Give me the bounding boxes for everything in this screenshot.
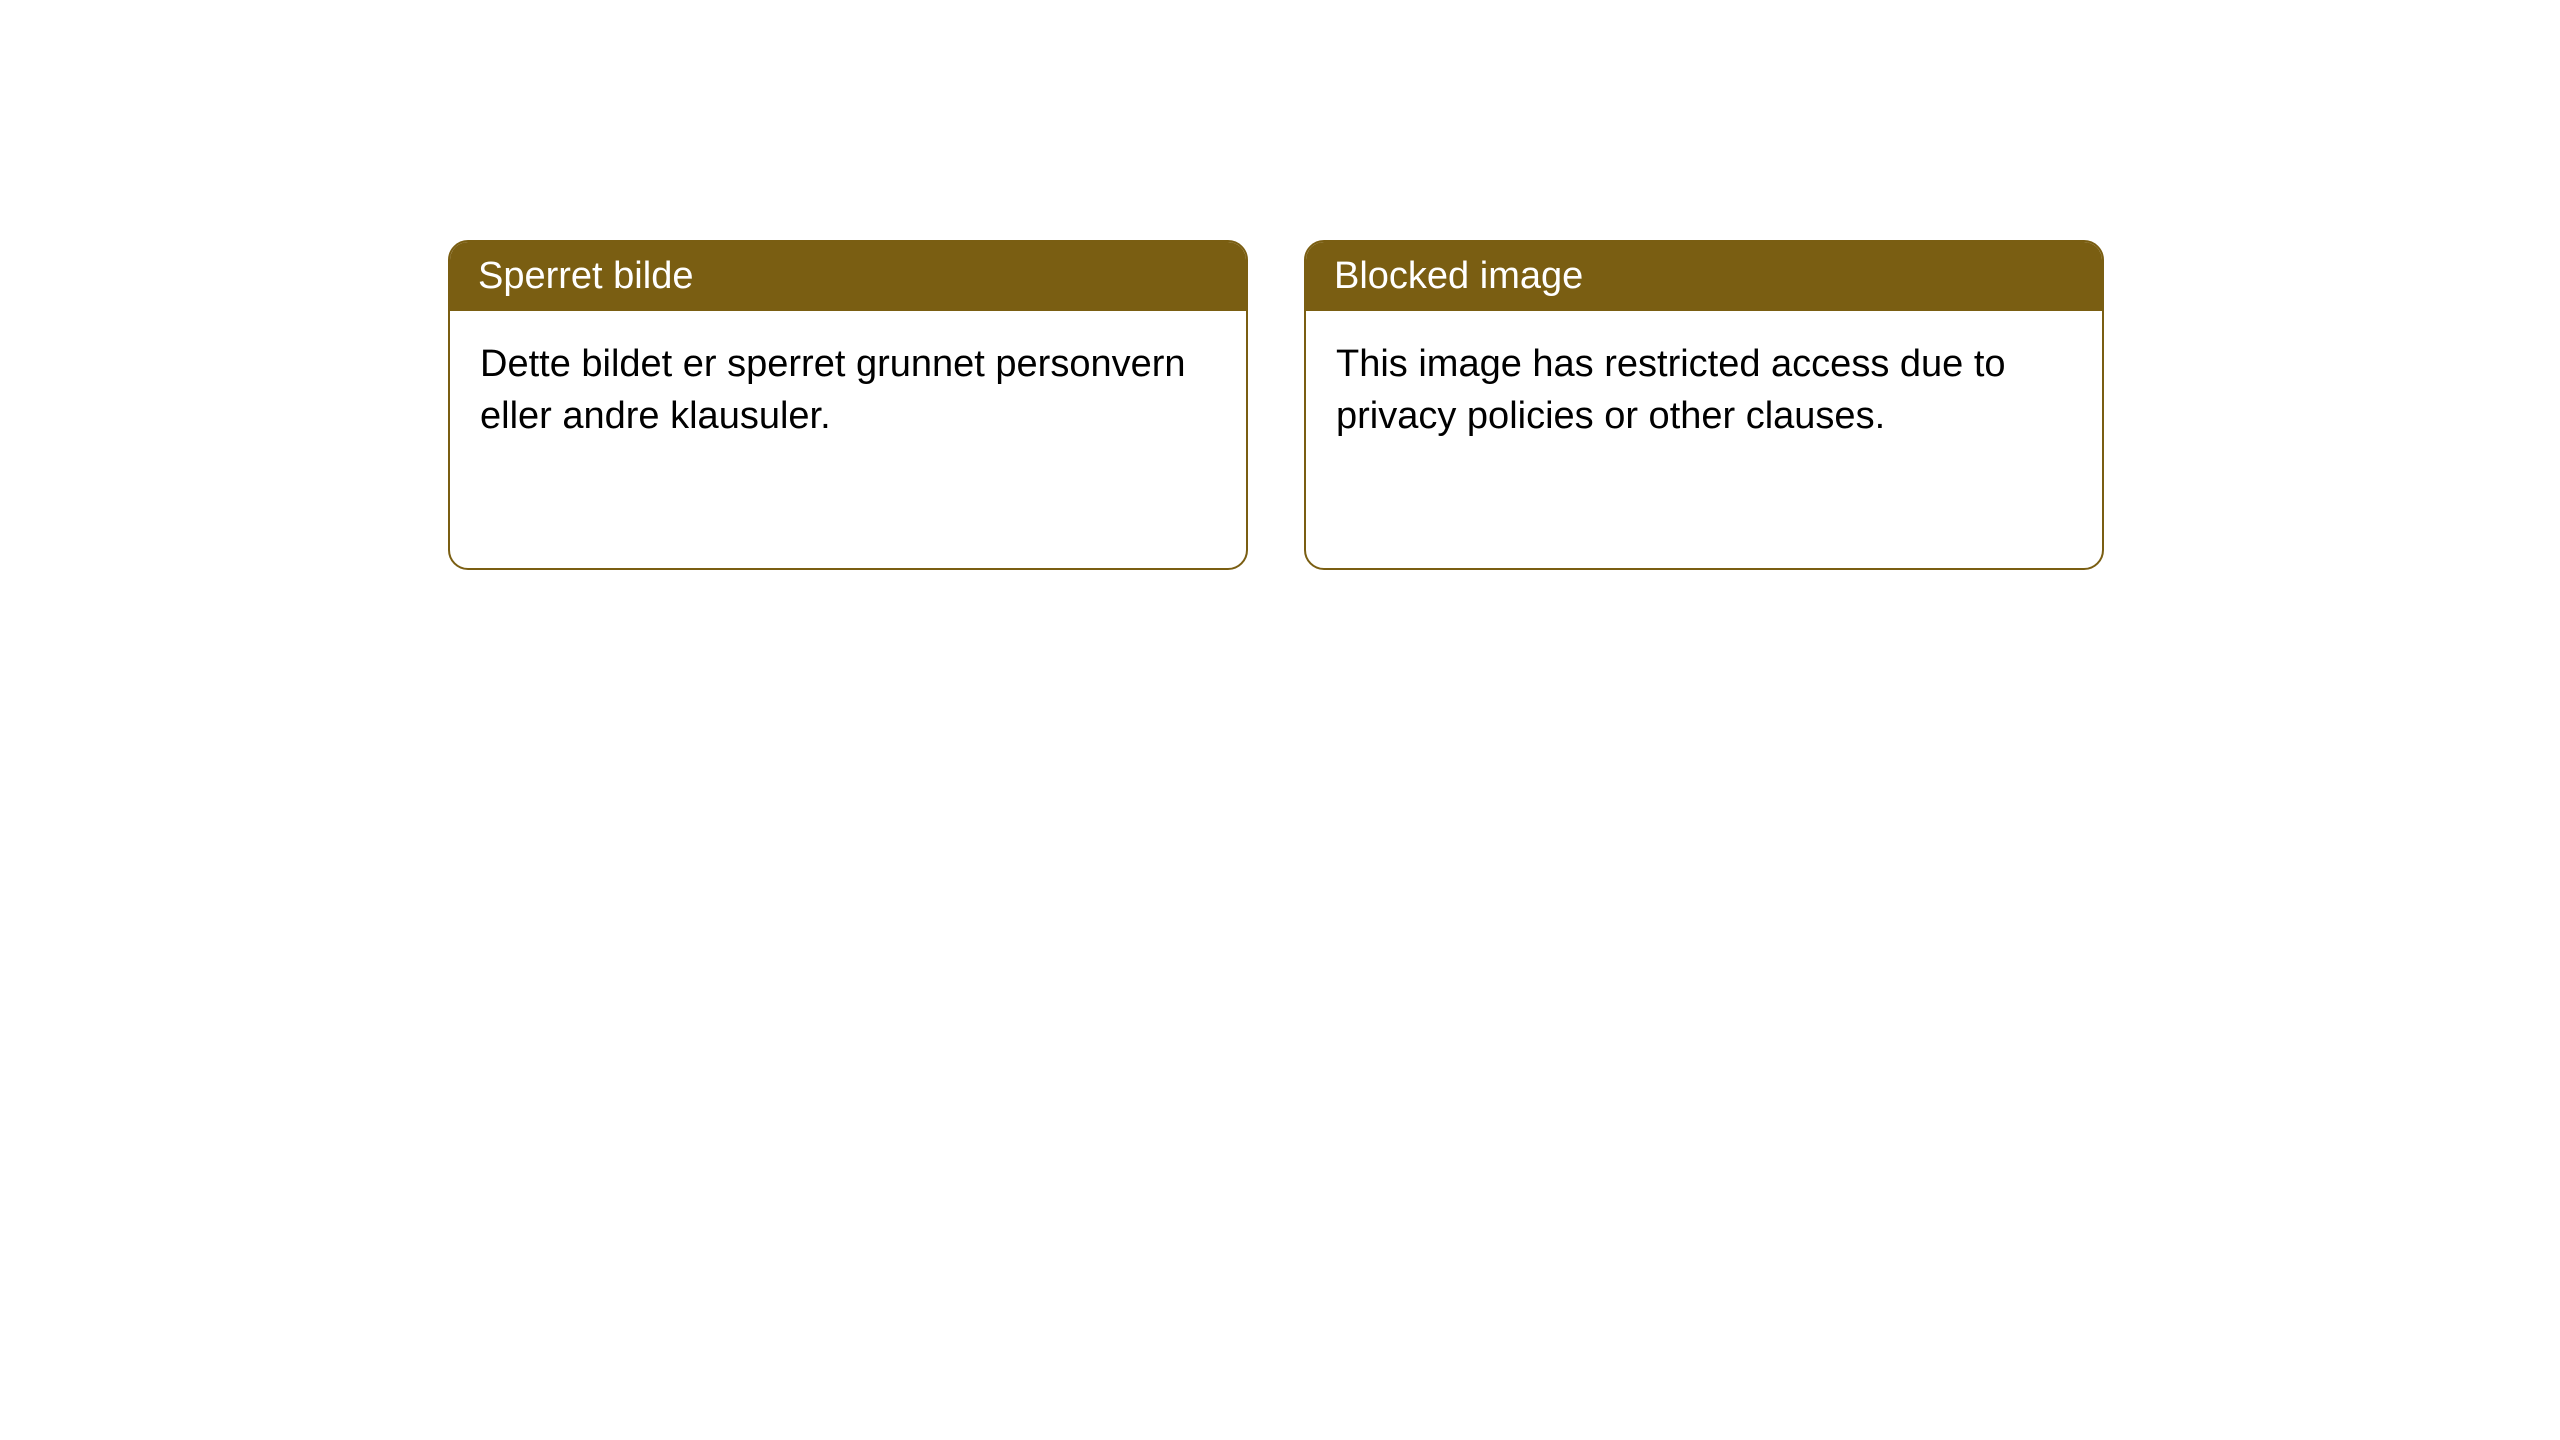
card-body-text: This image has restricted access due to …: [1336, 343, 2006, 436]
notice-card-norwegian: Sperret bilde Dette bildet er sperret gr…: [448, 240, 1248, 570]
card-body: Dette bildet er sperret grunnet personve…: [450, 311, 1246, 470]
card-header: Blocked image: [1306, 242, 2102, 311]
card-body-text: Dette bildet er sperret grunnet personve…: [480, 343, 1186, 436]
card-body: This image has restricted access due to …: [1306, 311, 2102, 470]
notice-card-english: Blocked image This image has restricted …: [1304, 240, 2104, 570]
notice-container: Sperret bilde Dette bildet er sperret gr…: [0, 0, 2560, 570]
card-title: Blocked image: [1334, 255, 1583, 297]
card-header: Sperret bilde: [450, 242, 1246, 311]
card-title: Sperret bilde: [478, 255, 693, 297]
